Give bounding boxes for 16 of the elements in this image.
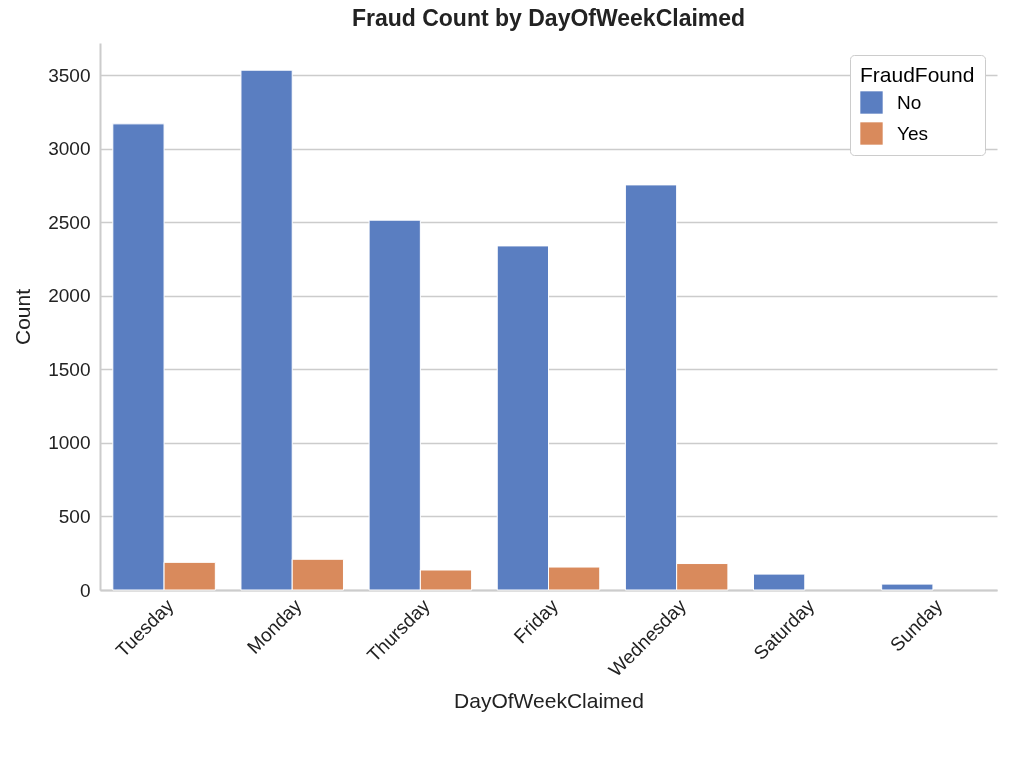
x-axis-title: DayOfWeekClaimed — [454, 688, 644, 712]
y-tick-label: 3500 — [48, 64, 91, 86]
y-axis-title: Count — [11, 288, 35, 346]
legend-label: Yes — [897, 122, 928, 144]
legend-label: No — [897, 91, 922, 113]
y-tick-label: 0 — [79, 579, 91, 601]
y-tick-label: 1500 — [48, 358, 91, 380]
chart-title: Fraud Count by DayOfWeekClaimed — [351, 5, 746, 31]
y-tick-label: 2500 — [48, 211, 91, 233]
bar — [881, 583, 934, 591]
bar — [753, 573, 806, 591]
y-tick-label: 2000 — [48, 285, 91, 307]
y-tick-label: 1000 — [48, 432, 91, 454]
legend-title: FraudFound — [860, 63, 975, 86]
y-tick-label: 3000 — [48, 138, 91, 160]
y-tick-label: 500 — [58, 505, 91, 527]
